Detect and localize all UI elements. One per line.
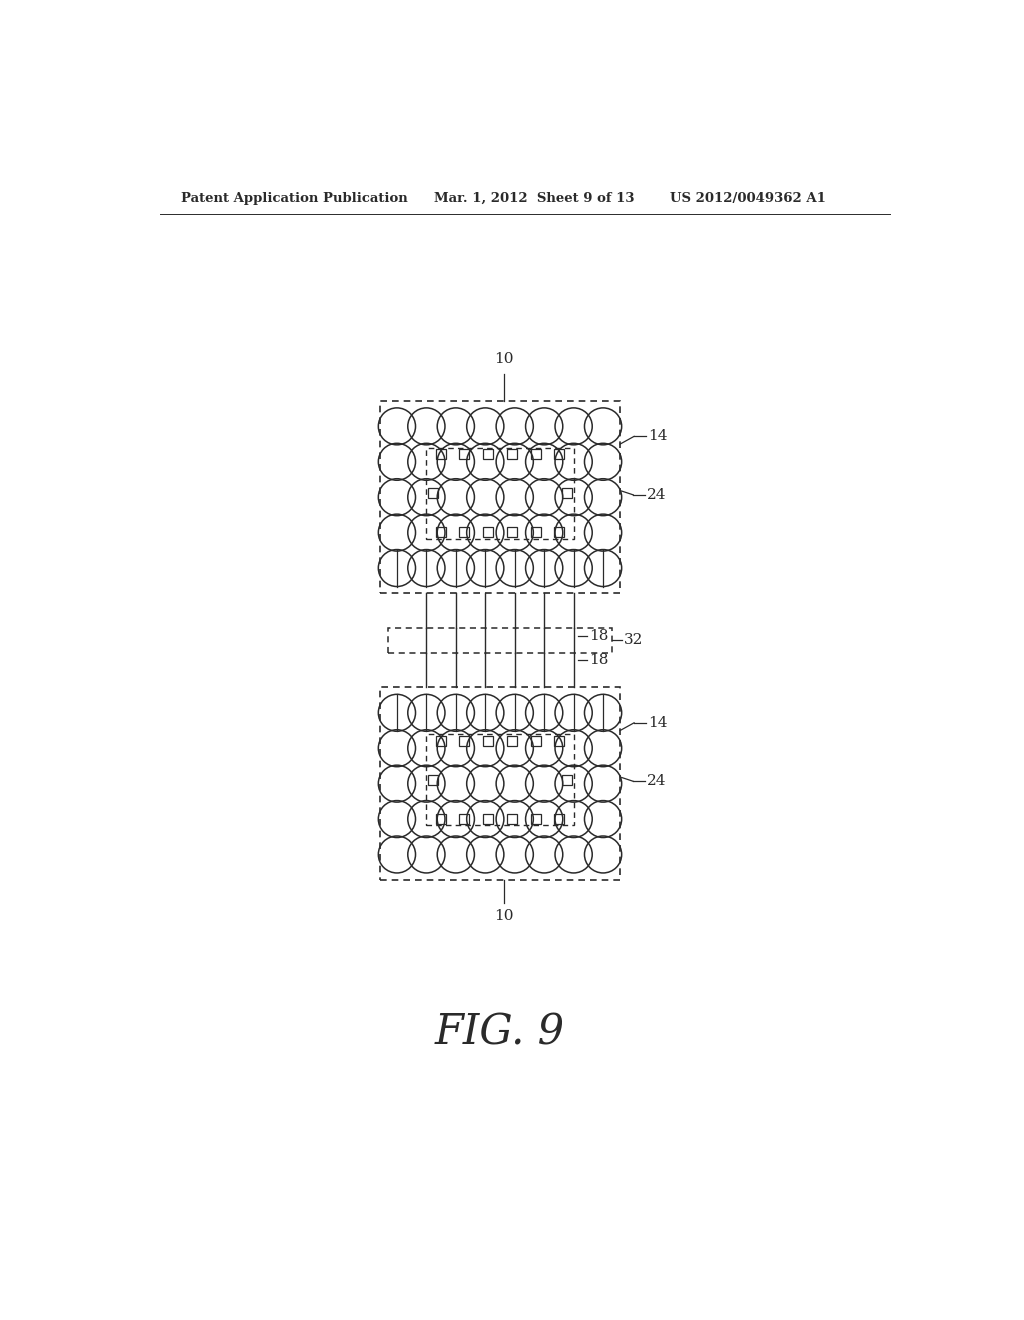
Bar	[380, 401, 621, 594]
Text: 24: 24	[647, 488, 667, 502]
Bar	[460, 449, 469, 459]
Bar	[554, 449, 564, 459]
Bar	[507, 449, 517, 459]
Text: 10: 10	[495, 909, 514, 923]
Bar	[530, 737, 541, 746]
Bar	[460, 527, 469, 537]
Text: Mar. 1, 2012  Sheet 9 of 13: Mar. 1, 2012 Sheet 9 of 13	[434, 191, 635, 205]
Bar	[482, 527, 493, 537]
Text: 24: 24	[647, 775, 667, 788]
Text: 14: 14	[648, 715, 668, 730]
Bar	[436, 813, 446, 824]
Bar	[507, 527, 517, 537]
Text: FIG. 9: FIG. 9	[435, 1011, 565, 1053]
Bar	[380, 688, 621, 880]
Bar	[530, 449, 541, 459]
Text: 10: 10	[495, 352, 514, 367]
Text: 14: 14	[648, 429, 668, 444]
Bar	[507, 813, 517, 824]
Bar	[460, 737, 469, 746]
Bar	[436, 737, 446, 746]
Text: US 2012/0049362 A1: US 2012/0049362 A1	[671, 191, 826, 205]
Text: 18: 18	[589, 653, 608, 668]
Bar	[554, 737, 564, 746]
Bar	[460, 813, 469, 824]
Bar	[482, 737, 493, 746]
Bar	[482, 449, 493, 459]
Bar	[530, 813, 541, 824]
Bar	[530, 527, 541, 537]
Bar	[562, 488, 572, 499]
Bar	[436, 449, 446, 459]
Bar	[388, 628, 612, 653]
Bar	[482, 813, 493, 824]
Bar	[436, 527, 446, 537]
Bar	[426, 734, 573, 825]
Bar	[554, 813, 564, 824]
Bar	[428, 775, 438, 785]
Bar	[507, 737, 517, 746]
Bar	[426, 447, 573, 539]
Bar	[562, 775, 572, 785]
Text: 32: 32	[624, 634, 643, 647]
Bar	[428, 488, 438, 499]
Bar	[554, 527, 564, 537]
Text: Patent Application Publication: Patent Application Publication	[180, 191, 408, 205]
Text: 18: 18	[589, 628, 608, 643]
